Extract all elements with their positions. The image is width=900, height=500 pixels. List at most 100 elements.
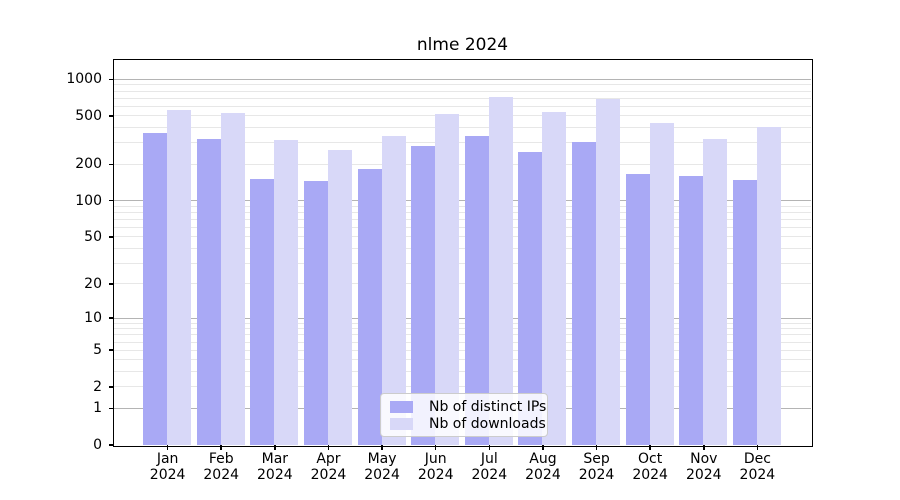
x-tick-label-mar: Mar 2024: [243, 451, 307, 483]
x-tick-mark-nov: [703, 445, 705, 450]
gridline-700: [113, 97, 811, 99]
gridline-300: [113, 142, 811, 144]
x-tick-month: Nov: [690, 451, 718, 467]
y-tick-label-5: 5: [93, 342, 102, 359]
bar-distinct-ips-oct: [625, 173, 650, 445]
y-tick-mark-5: [109, 349, 114, 351]
bar-distinct-ips-apr: [304, 181, 328, 445]
y-tick-label-1: 1: [93, 400, 102, 417]
y-tick-mark-1000: [109, 78, 114, 81]
x-tick-label-oct: Oct 2024: [618, 451, 682, 483]
bar-distinct-ips-dec: [732, 180, 757, 445]
legend-swatch-downloads: [390, 417, 413, 430]
x-tick-label-apr: Apr 2024: [296, 451, 360, 483]
legend-swatch-distinct-ips: [390, 400, 413, 413]
x-tick-label-feb: Feb 2024: [189, 451, 253, 483]
y-tick-label-50: 50: [84, 228, 102, 245]
gridline-200: [113, 163, 811, 165]
legend-label-distinct-ips: Nb of distinct IPs: [429, 398, 547, 415]
legend: Nb of distinct IPs Nb of downloads: [380, 393, 548, 437]
x-tick-month: Jun: [424, 451, 447, 467]
gridline-800: [113, 90, 811, 92]
x-tick-year: 2024: [525, 467, 561, 483]
gridline-4: [113, 359, 811, 361]
bar-downloads-sep: [596, 98, 620, 445]
gridline-5: [113, 349, 811, 351]
x-tick-mark-jan: [166, 445, 169, 450]
x-tick-label-aug: Aug 2024: [511, 451, 575, 483]
x-tick-month: Oct: [638, 451, 663, 467]
x-tick-mark-oct: [649, 445, 651, 450]
legend-item-distinct-ips: Nb of distinct IPs: [390, 398, 546, 415]
x-tick-year: 2024: [203, 467, 240, 483]
bar-downloads-nov: [703, 138, 728, 445]
gridline-60: [113, 226, 811, 228]
gridline-500: [113, 115, 811, 117]
gridline-2: [113, 386, 811, 388]
gridline-30: [113, 262, 811, 264]
y-tick-mark-0: [109, 444, 114, 446]
gridline-7: [113, 334, 811, 336]
bar-downloads-mar: [274, 139, 299, 445]
x-tick-label-jun: Jun 2024: [404, 451, 468, 483]
x-tick-year: 2024: [149, 467, 186, 483]
y-tick-label-2: 2: [93, 378, 102, 395]
gridline-10: [113, 317, 811, 319]
x-tick-year: 2024: [257, 467, 293, 483]
y-tick-mark-20: [109, 283, 114, 285]
x-tick-month: Sep: [583, 451, 610, 467]
bar-downloads-dec: [756, 127, 781, 445]
x-tick-year: 2024: [578, 467, 615, 483]
x-tick-year: 2024: [739, 467, 776, 483]
gridline-70: [113, 218, 811, 220]
gridline-8: [113, 328, 811, 330]
y-tick-label-0: 0: [93, 437, 102, 453]
bar-downloads-feb: [220, 113, 245, 445]
x-tick-mark-sep: [595, 445, 598, 450]
bar-distinct-ips-may: [357, 168, 382, 445]
gridline-20: [113, 283, 811, 285]
x-tick-mark-dec: [756, 445, 759, 450]
x-tick-year: 2024: [685, 467, 722, 483]
bar-distinct-ips-sep: [572, 141, 596, 445]
y-tick-mark-200: [109, 163, 114, 166]
x-tick-mark-apr: [327, 445, 330, 450]
x-tick-year: 2024: [632, 467, 668, 483]
x-tick-mark-may: [381, 445, 383, 450]
legend-item-downloads: Nb of downloads: [390, 415, 546, 432]
plot-area: [112, 58, 813, 447]
bar-distinct-ips-jan: [143, 132, 168, 445]
y-tick-label-1000: 1000: [66, 71, 102, 88]
bars-layer: [114, 60, 811, 445]
gridlines-layer: [113, 60, 811, 445]
gridline-400: [113, 127, 811, 129]
x-tick-month: Aug: [529, 451, 557, 467]
bar-downloads-oct: [649, 122, 674, 445]
x-tick-month: Feb: [208, 451, 234, 467]
gridline-900: [113, 84, 811, 86]
x-tick-label-sep: Sep 2024: [565, 451, 629, 483]
y-tick-label-20: 20: [84, 275, 102, 292]
x-tick-label-jul: Jul 2024: [457, 451, 521, 483]
y-tick-mark-100: [109, 199, 114, 202]
y-tick-label-200: 200: [75, 156, 102, 173]
y-tick-label-500: 500: [75, 107, 102, 124]
chart-title: nlme 2024: [416, 35, 509, 55]
gridline-6: [113, 341, 811, 343]
x-tick-mark-jul: [488, 445, 491, 450]
gridline-40: [113, 247, 811, 249]
gridline-100: [113, 200, 811, 202]
x-tick-year: 2024: [364, 467, 400, 483]
y-tick-label-100: 100: [75, 192, 102, 209]
bar-downloads-aug: [542, 111, 567, 445]
bar-downloads-jun: [435, 114, 460, 445]
x-tick-month: Jul: [480, 451, 498, 467]
bar-distinct-ips-nov: [679, 175, 704, 445]
gridline-1000: [113, 78, 811, 80]
gridline-90: [113, 205, 811, 207]
x-tick-mark-jun: [434, 445, 437, 450]
gridline-80: [113, 211, 811, 213]
y-tick-mark-1: [109, 407, 114, 410]
y-tick-mark-500: [109, 115, 114, 117]
bar-distinct-ips-mar: [250, 178, 275, 445]
